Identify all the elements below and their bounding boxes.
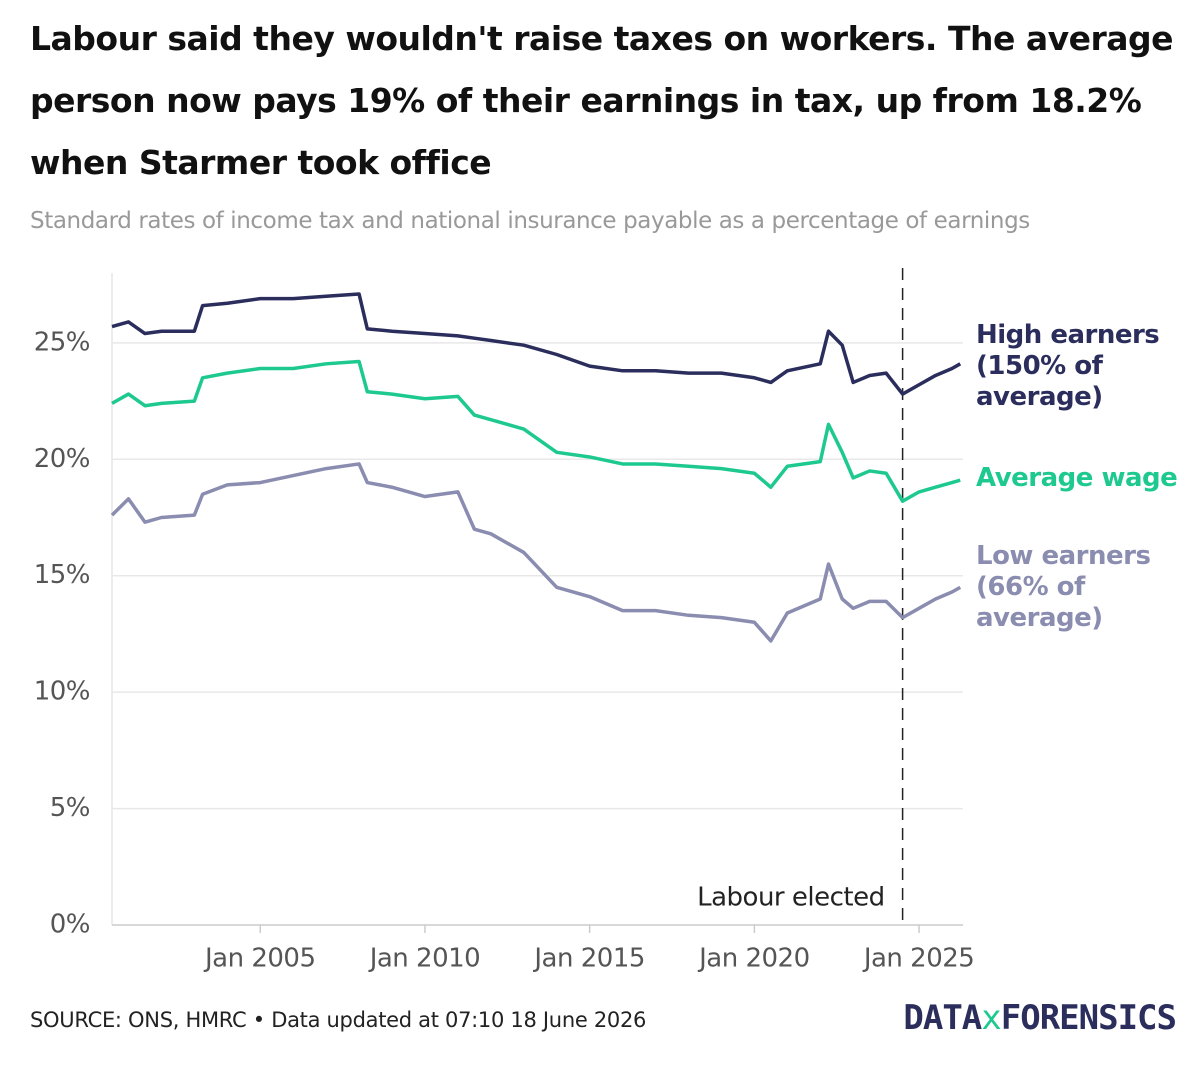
legend-label: Average wage: [976, 463, 1178, 494]
legend-label: High earners (150% of average): [976, 319, 1160, 412]
y-tick-label: 10%: [34, 677, 90, 707]
series-line: [110, 462, 962, 643]
annotation-label: Labour elected: [697, 883, 884, 913]
y-tick-label: 5%: [50, 793, 90, 823]
logo-text: x: [981, 998, 1002, 1038]
series-line: [111, 292, 962, 396]
logo-text: DATA: [903, 998, 982, 1038]
x-tick-label: Jan 2010: [368, 944, 481, 974]
y-tick-label: 0%: [50, 910, 90, 940]
x-tick-label: Jan 2015: [532, 944, 645, 974]
x-tick-label: Jan 2020: [697, 944, 810, 974]
chart-title: Labour said they wouldn't raise taxes on…: [30, 19, 1174, 182]
logo: DATAxFORENSICS: [903, 998, 1177, 1038]
y-tick-label: 20%: [34, 444, 90, 474]
legend-label: Low earners (66% of average): [976, 541, 1151, 634]
y-tick-label: 25%: [34, 327, 90, 357]
y-tick-label: 15%: [34, 560, 90, 590]
source-note: SOURCE: ONS, HMRC • Data updated at 07:1…: [30, 1008, 647, 1032]
logo-text: FORENSICS: [1000, 998, 1177, 1038]
x-tick-label: Jan 2025: [862, 944, 975, 974]
x-tick-label: Jan 2005: [203, 944, 316, 974]
chart-subtitle: Standard rates of income tax and nationa…: [30, 208, 1030, 234]
series-line: [111, 359, 961, 503]
